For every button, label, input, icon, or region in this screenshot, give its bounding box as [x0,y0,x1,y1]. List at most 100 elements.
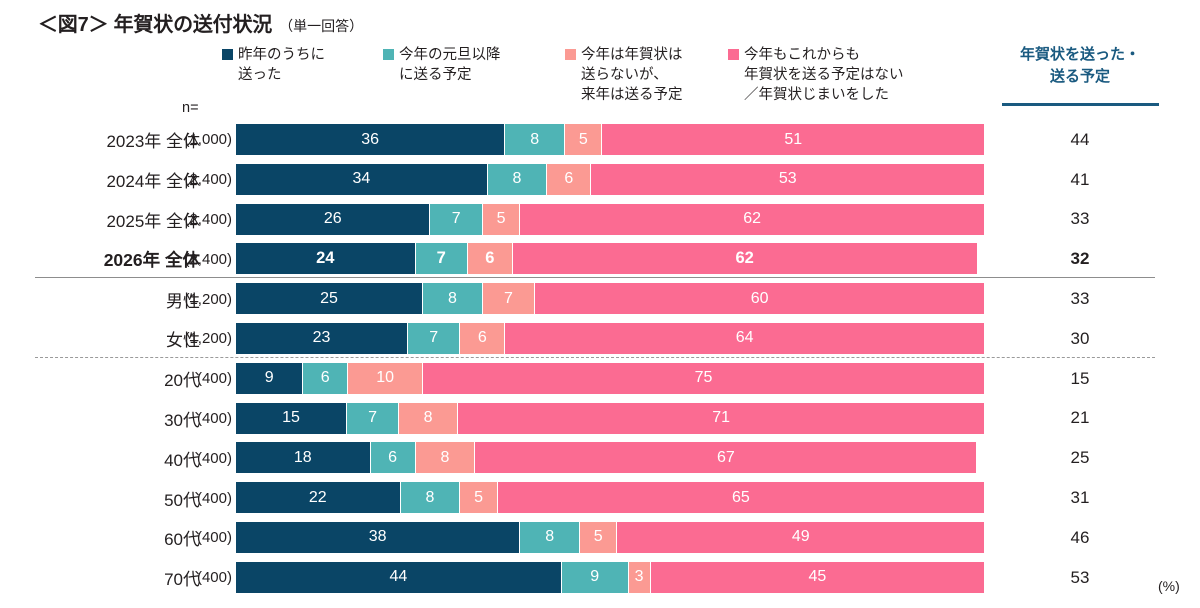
chart-row: 70代 (400) 44 9 3 45 53 [0,558,1200,598]
title-subtitle: （単一回答） [279,18,364,34]
bar-segment-value: 8 [512,170,522,188]
bar-segment-value: 8 [425,488,435,506]
bar-segment-3: 62 [512,243,977,275]
stacked-bar: 36 8 5 51 [236,124,984,155]
row-label: 70代 [164,570,200,590]
chart-row: 男性 (1,200) 25 8 7 60 33 [0,279,1200,319]
bar-segment-value: 7 [429,329,439,347]
bar-segment-2: 6 [460,322,506,354]
bar-segment-1: 7 [347,402,399,434]
bar-segment-1: 8 [520,521,581,553]
bar-segment-value: 7 [436,249,446,268]
row-sample-size: (1,200) [184,290,232,308]
row-label: 女性 [166,331,200,351]
row-label: 60代 [164,530,200,550]
bar-segment-value: 65 [731,488,750,506]
row-label: 男性 [166,291,200,311]
bar-segment-value: 3 [634,568,644,586]
bar-segment-value: 36 [361,130,380,148]
bar-segment-value: 6 [388,448,398,466]
bar-segment-value: 9 [264,369,274,387]
bar-segment-0: 9 [236,362,304,394]
stacked-bar: 44 9 3 45 [236,561,984,593]
row-sample-size: (1,000) [184,131,232,149]
row-total-value: 15 [1070,368,1090,388]
legend-swatch-icon-0 [222,49,233,60]
bar-segment-value: 26 [323,210,342,228]
row-sample-size: (400) [196,370,232,388]
bar-segment-0: 34 [236,163,488,195]
chart-row: 2026年 全体 (2,400) 24 7 6 62 32 [0,239,1200,279]
bar-segment-value: 7 [504,289,513,307]
bar-segment-2: 5 [482,203,521,235]
bar-segment-1: 7 [415,243,468,275]
row-sample-size: (400) [196,529,232,547]
bar-segment-2: 5 [460,482,498,514]
bar-segment-value: 49 [791,528,810,546]
chart-legend: 昨年のうちに 送った 今年の元旦以降 に送る予定 今年は年賀状は 送らないが、 来年… [0,45,1200,110]
bar-segment-value: 22 [308,488,327,506]
row-total-value: 31 [1070,488,1090,508]
legend-label-1: 今年の元旦以降 に送る予定 [399,47,501,83]
row-label: 2025年 全体 [106,211,200,231]
bar-segment-3: 49 [617,521,984,553]
legend-label-3: 今年もこれからも 年賀状を送る予定はない ／年賀状じまいをした [744,47,904,103]
row-sample-size: (2,400) [184,250,232,268]
bar-segment-value: 62 [743,210,761,228]
row-label: 2024年 全体 [106,172,200,192]
legend-swatch-icon-1 [383,49,394,60]
row-total-value: 25 [1070,448,1090,468]
bar-segment-0: 38 [236,521,521,553]
bar-segment-value: 60 [750,289,769,307]
row-label: 2026年 全体 [103,249,200,270]
bar-segment-0: 44 [236,561,562,593]
bar-segment-1: 6 [370,442,416,474]
bar-segment-3: 60 [535,283,984,315]
bar-segment-0: 36 [236,124,506,155]
row-label: 40代 [164,450,200,470]
bar-segment-0: 22 [236,482,401,514]
chart-row: 2024年 全体 (2,400) 34 8 6 53 41 [0,160,1200,200]
unit-label: (%) [1158,578,1180,594]
row-total-value: 21 [1070,408,1090,428]
bar-segment-value: 51 [784,130,803,148]
bar-segment-value: 5 [474,488,484,506]
bar-segment-value: 67 [717,448,735,466]
row-total-value: 33 [1070,289,1090,309]
total-column-rule [1002,103,1159,106]
bar-segment-value: 38 [368,528,387,546]
section-divider-dashed [35,356,1155,358]
bar-segment-2: 5 [580,521,618,553]
legend-item-2: 今年は年賀状は 送らないが、 来年は送る予定 [565,45,683,105]
bar-segment-1: 6 [303,362,349,394]
bar-segment-value: 6 [320,369,330,387]
chart-row: 30代 (400) 15 7 8 71 21 [0,399,1200,439]
bar-segment-0: 18 [236,442,371,474]
bar-segment-1: 9 [561,561,629,593]
legend-swatch-icon-2 [565,49,576,60]
bar-segment-value: 24 [316,249,335,268]
bar-segment-value: 45 [808,568,827,586]
row-sample-size: (400) [196,569,232,587]
bar-segment-value: 5 [496,210,506,228]
bar-segment-value: 7 [451,210,461,228]
bar-segment-value: 5 [578,130,588,148]
chart-body: 2023年 全体 (1,000) 36 8 5 51 44 2024年 全体 (2,400) 34… [0,120,1200,598]
bar-segment-value: 75 [694,369,713,387]
bar-segment-value: 5 [593,528,603,546]
row-sample-size: (400) [196,489,232,507]
bar-segment-value: 6 [564,170,574,188]
bar-segment-3: 65 [497,482,984,514]
legend-item-0: 昨年のうちに 送った [222,45,325,85]
bar-segment-0: 24 [236,243,416,275]
bar-segment-3: 53 [591,163,984,195]
legend-label-2: 今年は年賀状は 送らないが、 来年は送る予定 [581,47,683,103]
bar-segment-0: 25 [236,283,423,315]
chart-row: 40代 (400) 18 6 8 67 25 [0,438,1200,478]
row-total-value: 46 [1070,527,1090,547]
row-label: 30代 [164,410,200,430]
bar-segment-0: 23 [236,322,409,354]
bar-segment-3: 71 [458,402,984,434]
bar-segment-value: 6 [477,329,487,347]
row-total-value: 41 [1070,169,1090,189]
